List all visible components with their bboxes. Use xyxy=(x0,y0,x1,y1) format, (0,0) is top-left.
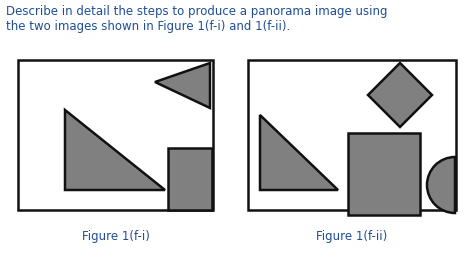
Text: Describe in detail the steps to produce a panorama image using
the two images sh: Describe in detail the steps to produce … xyxy=(6,5,388,33)
Polygon shape xyxy=(155,63,210,108)
Bar xyxy=(248,60,456,210)
Text: Figure 1(f-ii): Figure 1(f-ii) xyxy=(316,230,388,243)
Bar xyxy=(348,133,420,215)
Bar xyxy=(18,60,213,210)
Text: Figure 1(f-i): Figure 1(f-i) xyxy=(81,230,149,243)
Bar xyxy=(168,148,212,210)
Polygon shape xyxy=(368,63,432,127)
Polygon shape xyxy=(65,110,165,190)
Wedge shape xyxy=(427,157,455,213)
Polygon shape xyxy=(260,115,338,190)
